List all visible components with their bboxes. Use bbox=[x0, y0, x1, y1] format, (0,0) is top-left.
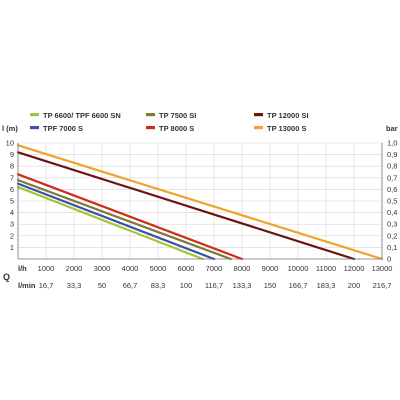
legend: TP 6600/ TPF 6600 SN TPF 7000 S TP 7500 SI… bbox=[30, 111, 309, 133]
x-tick-label-lh: 4000 bbox=[122, 264, 139, 273]
y-right-tick-label: 0,2 bbox=[387, 231, 397, 240]
series-line-6 bbox=[16, 144, 384, 261]
x-tick-label-lmin: 50 bbox=[98, 281, 106, 290]
y-left-tick-label: 2 bbox=[10, 231, 14, 240]
legend-label-5: TP 12000 SI bbox=[267, 111, 309, 120]
y-right-tick-label: 0,5 bbox=[387, 197, 397, 206]
y-left-tick-label: 10 bbox=[6, 139, 14, 148]
q-label: Q bbox=[3, 272, 10, 282]
legend-label-6: TP 13000 S bbox=[267, 124, 306, 133]
y-left-axis-label: l (m) bbox=[2, 124, 18, 133]
legend-swatch-2 bbox=[30, 126, 39, 130]
series-line-5 bbox=[16, 151, 356, 261]
x-tick-label-lmin: 66,7 bbox=[123, 281, 138, 290]
y-right-tick-label: 0 bbox=[387, 255, 391, 264]
y-right-tick-label: 0,8 bbox=[387, 162, 397, 171]
y-left-tick-label: 1 bbox=[10, 243, 14, 252]
x-tick-label-lmin: 200 bbox=[348, 281, 361, 290]
x-tick-label-lmin: 150 bbox=[264, 281, 277, 290]
x-tick-label-lh: 8000 bbox=[234, 264, 251, 273]
x-tick-label-lmin: 133,3 bbox=[233, 281, 252, 290]
legend-swatch-3 bbox=[146, 113, 155, 117]
y-right-tick-label: 0,9 bbox=[387, 150, 397, 159]
legend-swatch-4 bbox=[146, 126, 155, 130]
x-tick-label-lh: 13000 bbox=[372, 264, 393, 273]
x-tick-label-lh: 1000 bbox=[38, 264, 55, 273]
legend-label-2: TPF 7000 S bbox=[43, 124, 83, 133]
x-axis-label-lh: l/h bbox=[18, 264, 27, 273]
legend-swatch-1 bbox=[30, 113, 39, 117]
x-tick-label-lh: 5000 bbox=[150, 264, 167, 273]
series-line-4 bbox=[16, 173, 244, 261]
y-right-tick-label: 0,7 bbox=[387, 173, 397, 182]
x-tick-label-lmin: 100 bbox=[180, 281, 193, 290]
series-line-1 bbox=[16, 185, 204, 261]
x-tick-label-lmin: 166,7 bbox=[289, 281, 308, 290]
x-axis-label-lmin: l/min bbox=[18, 281, 36, 290]
series-line-3 bbox=[16, 179, 232, 261]
x-tick-label-lmin: 216,7 bbox=[373, 281, 392, 290]
y-right-axis-label: bar bbox=[386, 124, 398, 133]
y-left-tick-label: 9 bbox=[10, 150, 14, 159]
y-left-tick-label: 3 bbox=[10, 220, 14, 229]
x-tick-label-lmin: 183,3 bbox=[317, 281, 336, 290]
chart-series bbox=[16, 144, 384, 261]
chart-axes: 1234567891000,10,20,30,40,50,60,70,80,91… bbox=[6, 139, 398, 291]
y-right-tick-label: 0,6 bbox=[387, 185, 397, 194]
legend-label-1: TP 6600/ TPF 6600 SN bbox=[43, 111, 121, 120]
x-tick-label-lh: 9000 bbox=[262, 264, 279, 273]
legend-swatch-6 bbox=[254, 126, 263, 130]
legend-label-4: TP 8000 S bbox=[159, 124, 194, 133]
x-tick-label-lmin: 33,3 bbox=[67, 281, 82, 290]
x-tick-label-lmin: 116,7 bbox=[205, 281, 223, 290]
x-tick-label-lh: 12000 bbox=[344, 264, 365, 273]
x-tick-label-lh: 3000 bbox=[94, 264, 111, 273]
y-left-tick-label: 8 bbox=[10, 162, 14, 171]
y-right-tick-label: 0,1 bbox=[387, 243, 397, 252]
y-right-tick-label: 0,3 bbox=[387, 220, 397, 229]
x-tick-label-lh: 11000 bbox=[316, 264, 336, 273]
x-tick-label-lh: 6000 bbox=[178, 264, 195, 273]
series-line-2 bbox=[16, 182, 216, 261]
x-tick-label-lmin: 83,3 bbox=[151, 281, 166, 290]
legend-swatch-5 bbox=[254, 113, 263, 117]
y-left-tick-label: 4 bbox=[10, 208, 14, 217]
x-tick-label-lmin: 16,7 bbox=[39, 281, 54, 290]
y-left-tick-label: 7 bbox=[10, 173, 14, 182]
x-tick-label-lh: 2000 bbox=[66, 264, 83, 273]
x-tick-label-lh: 10000 bbox=[288, 264, 309, 273]
legend-label-3: TP 7500 SI bbox=[159, 111, 196, 120]
y-right-tick-label: 1,0 bbox=[387, 139, 397, 148]
y-left-tick-label: 6 bbox=[10, 185, 14, 194]
x-tick-label-lh: 7000 bbox=[206, 264, 223, 273]
y-left-tick-label: 5 bbox=[10, 197, 14, 206]
y-right-tick-label: 0,4 bbox=[387, 208, 397, 217]
